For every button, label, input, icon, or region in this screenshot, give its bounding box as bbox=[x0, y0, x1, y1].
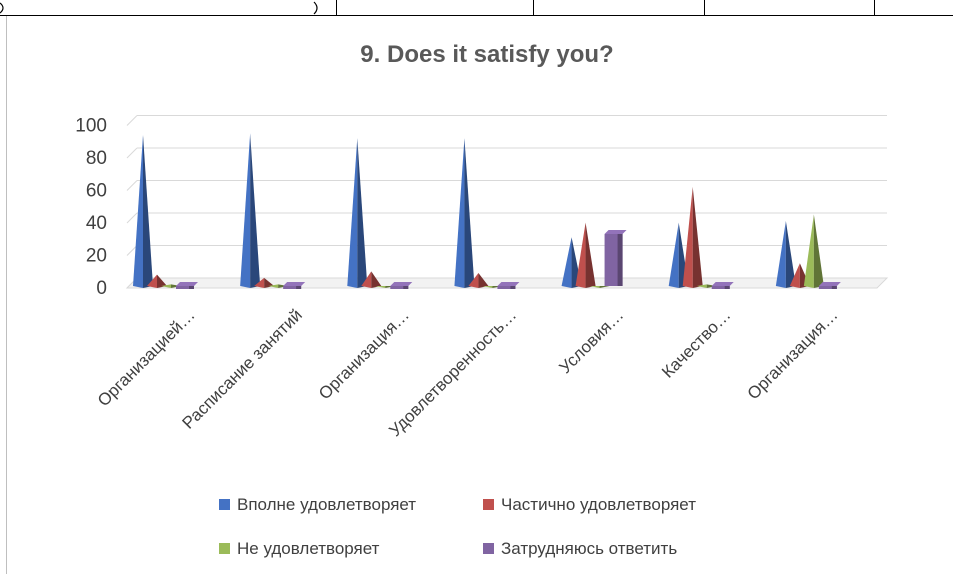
x-tick-label: Качество… bbox=[658, 305, 734, 381]
gridline-depth bbox=[126, 180, 138, 191]
x-tick-label: Организация… bbox=[315, 305, 413, 403]
bar-4-5 bbox=[604, 230, 627, 286]
x-tick-label: Организацией… bbox=[94, 305, 199, 410]
chart: 9. Does it satisfy you? 0 20 40 60 80 100 Орг… bbox=[75, 41, 889, 558]
gridline-depth bbox=[126, 115, 138, 126]
gridlines bbox=[125, 115, 889, 289]
y-tick-label: 80 bbox=[86, 148, 107, 169]
bar-1-3 bbox=[347, 138, 368, 288]
bar-1-1 bbox=[133, 134, 153, 288]
bar-2-6 bbox=[682, 186, 703, 288]
bar-2-5 bbox=[575, 222, 596, 288]
bar-4-1 bbox=[176, 282, 198, 289]
legend-swatch bbox=[219, 543, 230, 554]
legend-label: Затрудняюсь ответить bbox=[501, 539, 677, 558]
legend-swatch bbox=[483, 543, 494, 554]
legend-swatch bbox=[219, 499, 230, 510]
chart-frame: 9. Does it satisfy you? 0 20 40 60 80 100 Орг… bbox=[6, 16, 952, 574]
y-tick-label: 20 bbox=[86, 246, 107, 267]
chart-title: 9. Does it satisfy you? bbox=[360, 41, 613, 68]
y-tick-label: 60 bbox=[86, 181, 107, 202]
gridline-depth bbox=[126, 245, 138, 256]
bar-2-3 bbox=[361, 271, 382, 288]
gridline-depth bbox=[126, 212, 138, 224]
bar-2-1 bbox=[147, 274, 167, 288]
bar-1-2 bbox=[240, 133, 261, 288]
bar-4-3 bbox=[390, 282, 413, 289]
bar-4-7 bbox=[818, 282, 841, 289]
legend-label: Вполне удовлетворяет bbox=[237, 495, 416, 514]
bar-4-6 bbox=[711, 282, 734, 289]
bar-1-4 bbox=[454, 138, 475, 288]
x-tick-label: Расписание занятий bbox=[179, 305, 306, 432]
legend-label: Частично удовлетворяет bbox=[501, 495, 696, 514]
bar-2-4 bbox=[468, 273, 489, 288]
table-border-strip bbox=[0, 0, 953, 16]
x-tick-label: Условия… bbox=[556, 305, 628, 377]
table-border-lines bbox=[0, 0, 953, 16]
x-axis: Организацией…Расписание занятий Организац… bbox=[94, 305, 842, 440]
y-tick-label: 40 bbox=[86, 213, 107, 234]
bar-3-5 bbox=[589, 286, 610, 288]
legend: Вполне удовлетворяет Частично удовлетворя… bbox=[219, 495, 696, 558]
bar-3-7 bbox=[803, 214, 824, 288]
bar-4-4 bbox=[497, 282, 520, 289]
y-tick-label: 0 bbox=[96, 278, 107, 299]
bar-1-7 bbox=[775, 221, 796, 288]
chart-marks bbox=[133, 133, 841, 289]
y-axis: 0 20 40 60 80 100 bbox=[75, 116, 107, 300]
legend-label: Не удовлетворяет bbox=[237, 539, 380, 558]
legend-swatch bbox=[483, 499, 494, 510]
gridline-depth bbox=[126, 147, 138, 159]
x-tick-label: Организация… bbox=[744, 305, 842, 403]
bar-4-2 bbox=[283, 282, 306, 289]
y-tick-label: 100 bbox=[75, 116, 107, 137]
